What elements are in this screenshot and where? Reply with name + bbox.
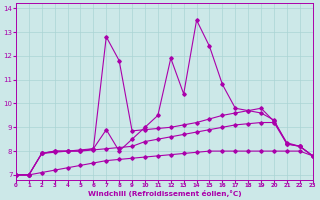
X-axis label: Windchill (Refroidissement éolien,°C): Windchill (Refroidissement éolien,°C) [87,190,241,197]
